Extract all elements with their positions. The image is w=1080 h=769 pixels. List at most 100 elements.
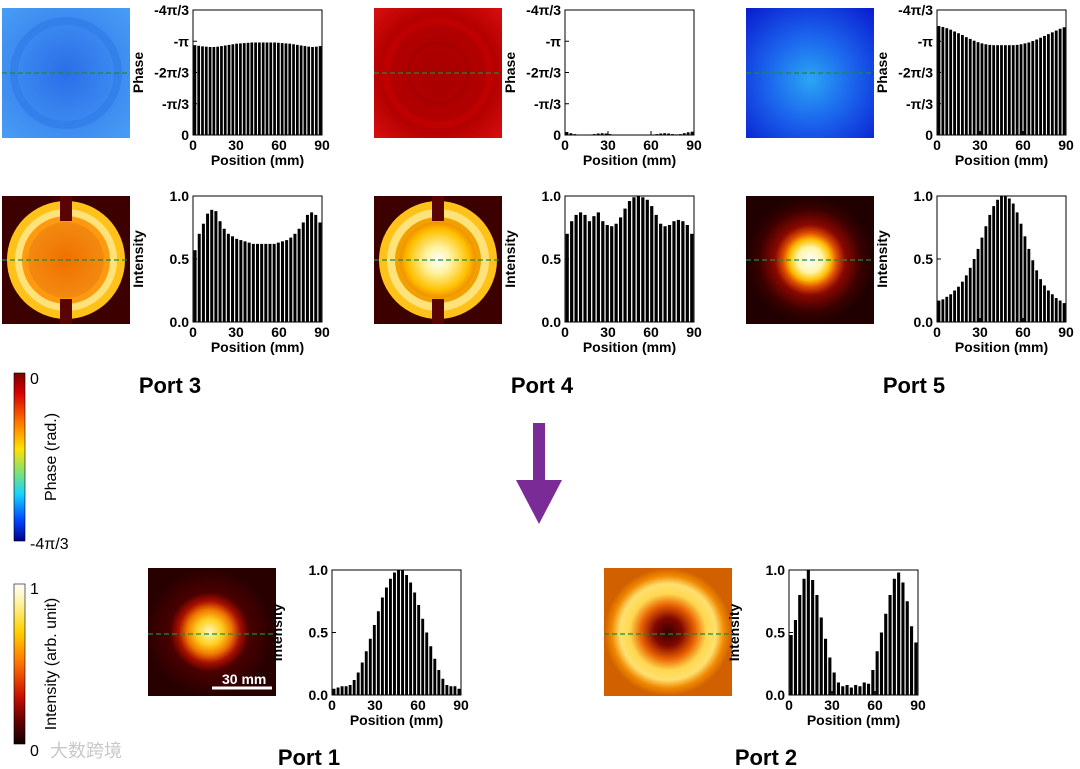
y-tick-label: 0.0: [170, 314, 190, 330]
bar: [299, 45, 303, 136]
bar: [641, 197, 645, 322]
bar: [858, 686, 862, 695]
bar: [243, 241, 247, 322]
x-tick-label: 30: [972, 137, 988, 153]
charts: 0 -π/3 -2π/3 -π -4π/3 0 30 60 90 Position (mm) Pha…: [130, 2, 1074, 728]
x-tick-label: 90: [910, 697, 926, 713]
bar: [288, 43, 292, 135]
bar: [937, 26, 941, 135]
bar: [949, 29, 953, 135]
bar: [429, 646, 433, 695]
bar: [862, 682, 866, 695]
bar: [941, 299, 945, 322]
bar: [235, 238, 239, 322]
bar: [1043, 35, 1046, 135]
bar: [953, 31, 956, 136]
x-tick-label: 0: [328, 697, 336, 713]
bar: [972, 259, 976, 322]
bar: [340, 686, 344, 695]
bar: [301, 222, 305, 322]
x-tick-label: 60: [867, 697, 883, 713]
bar: [352, 680, 356, 695]
bar: [284, 43, 288, 135]
bar: [204, 46, 208, 135]
bar: [667, 133, 670, 135]
y-tick-label: -4π/3: [898, 2, 933, 18]
bar: [802, 578, 806, 695]
bar: [289, 237, 293, 322]
x-tick-label: 60: [271, 324, 287, 340]
bar: [223, 45, 227, 136]
y-axis-label: Intensity: [269, 604, 285, 662]
bar: [218, 221, 222, 322]
bar: [1015, 44, 1019, 135]
x-tick-label: 90: [1058, 324, 1074, 340]
bar: [841, 686, 845, 695]
bar: [968, 267, 972, 322]
bar: [372, 625, 376, 695]
bar: [901, 582, 905, 695]
port2-intensity-chart: 0.0 0.5 1.0 0 30 60 90 Position (mm) Intensity: [726, 562, 926, 728]
bar: [273, 42, 276, 135]
bar: [806, 570, 810, 695]
bar: [318, 46, 322, 135]
x-tick-label: 90: [686, 137, 702, 153]
bar: [961, 281, 964, 322]
y-tick-label: 0.5: [914, 251, 934, 267]
bar: [601, 221, 605, 322]
bar: [686, 132, 690, 135]
x-tick-label: 0: [189, 137, 197, 153]
bar: [256, 243, 259, 322]
y-tick-label: 0: [925, 127, 933, 143]
x-tick-label: 30: [367, 697, 383, 713]
bar: [239, 43, 242, 135]
intensity-colorbar: 1 0 Intensity (arb. unit): [13, 581, 60, 760]
y-tick-label: 1.0: [914, 188, 934, 204]
port3-intensity-image: [2, 196, 130, 324]
x-tick-label: 30: [824, 697, 840, 713]
bar: [964, 37, 968, 136]
bar: [849, 687, 853, 695]
bar: [980, 237, 984, 322]
port2-intensity-image: [604, 568, 732, 696]
bar: [206, 213, 210, 322]
bar: [659, 133, 663, 135]
bar: [1035, 270, 1039, 322]
bar: [1004, 196, 1007, 322]
x-tick-label: 90: [1058, 137, 1074, 153]
bar: [879, 632, 883, 695]
bar: [212, 46, 216, 135]
bar: [1058, 300, 1062, 322]
bar: [992, 45, 996, 135]
bar: [332, 688, 336, 695]
bar: [587, 221, 592, 322]
bar: [793, 620, 797, 695]
x-tick-label: 0: [933, 324, 941, 340]
bar: [574, 214, 578, 322]
bar: [988, 214, 992, 322]
x-tick-label: 60: [1015, 137, 1031, 153]
phase-colorbar-label: Phase (rad.): [43, 413, 60, 501]
bar: [945, 296, 949, 322]
x-axis-label: Position (mm): [350, 712, 443, 728]
bar: [1047, 290, 1050, 322]
bar: [272, 243, 276, 322]
port3-phase-chart: 0 -π/3 -2π/3 -π -4π/3 0 30 60 90 Position (mm) Pha…: [130, 2, 330, 168]
y-tick-label: -π/3: [534, 96, 561, 112]
x-tick-label: 90: [686, 324, 702, 340]
bar: [1019, 223, 1023, 322]
bar: [449, 686, 453, 695]
bar: [445, 685, 449, 695]
bar: [268, 243, 272, 322]
bar: [305, 214, 309, 322]
bar: [614, 223, 618, 322]
bar: [1027, 42, 1031, 135]
bar: [393, 572, 396, 695]
bar: [260, 243, 264, 322]
bar: [1015, 212, 1019, 322]
x-tick-label: 90: [314, 137, 330, 153]
bar: [231, 236, 235, 322]
port4-intensity-image: [374, 196, 502, 324]
bar: [453, 686, 457, 695]
